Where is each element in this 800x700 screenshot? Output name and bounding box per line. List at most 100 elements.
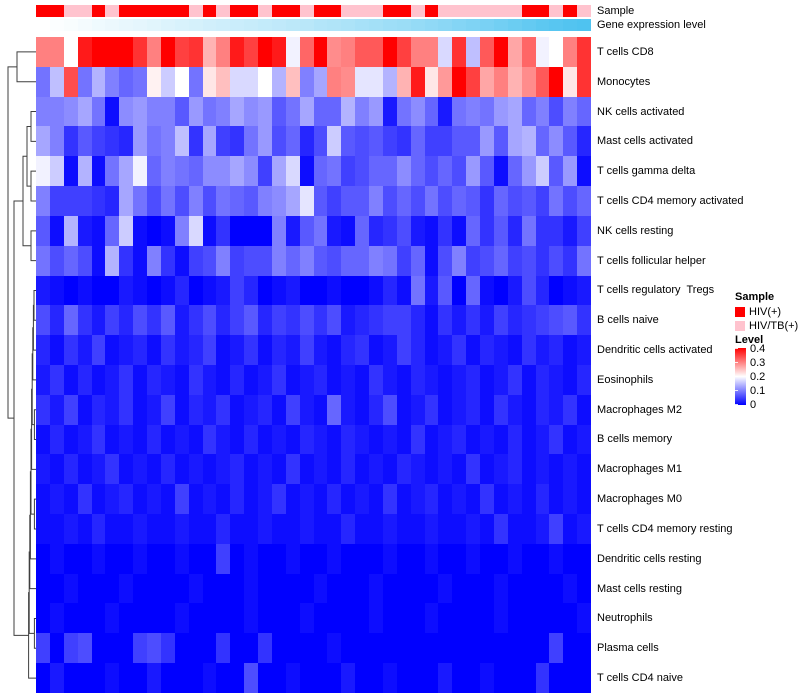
sample-annotation-cell	[313, 5, 328, 17]
heatmap-cell	[160, 126, 175, 157]
heatmap-cell	[493, 484, 508, 514]
heatmap-cell	[521, 186, 536, 216]
heatmap-cell	[341, 96, 356, 127]
heatmap-row	[36, 364, 591, 395]
heatmap-cell	[535, 96, 550, 127]
heatmap-cell	[327, 37, 342, 67]
heatmap-cell	[230, 305, 245, 336]
heatmap-cell	[549, 543, 564, 574]
heatmap-cell	[452, 394, 467, 425]
heatmap-cell	[355, 96, 369, 127]
heatmap-cell	[258, 663, 272, 693]
heatmap-cell	[313, 305, 328, 336]
heatmap-cell	[535, 245, 550, 276]
sample-annotation-cell	[91, 5, 106, 17]
heatmap-cell	[299, 66, 314, 97]
heatmap-row	[36, 66, 591, 97]
heatmap-cell	[119, 126, 134, 157]
heatmap-cell	[577, 514, 591, 544]
heatmap-cell	[299, 335, 314, 365]
heatmap-cell	[216, 573, 231, 604]
heatmap-cell	[341, 215, 356, 246]
heatmap-cell	[493, 66, 508, 97]
heatmap-cell	[202, 394, 217, 425]
heatmap-cell	[202, 275, 217, 306]
heatmap-cell	[424, 335, 439, 365]
heatmap-cell	[258, 275, 272, 306]
heatmap-row	[36, 484, 591, 514]
heatmap-cell	[299, 156, 314, 187]
heatmap-cell	[480, 66, 494, 97]
heatmap-cell	[382, 543, 397, 574]
heatmap-cell	[244, 454, 258, 485]
heatmap-cell	[202, 156, 217, 187]
heatmap-cell	[327, 514, 342, 544]
heatmap-cell	[452, 186, 467, 216]
heatmap-cell	[285, 215, 300, 246]
heatmap-cell	[119, 633, 134, 664]
heatmap-cell	[493, 275, 508, 306]
heatmap-cell	[91, 573, 106, 604]
heatmap-matrix	[36, 37, 591, 693]
heatmap-cell	[105, 66, 120, 97]
heatmap-cell	[480, 126, 494, 157]
heatmap-cell	[452, 156, 467, 187]
heatmap-cell	[507, 126, 522, 157]
heatmap-cell	[382, 37, 397, 67]
heatmap-cell	[396, 454, 411, 485]
heatmap-cell	[410, 633, 425, 664]
heatmap-cell	[285, 66, 300, 97]
gene-expression-annotation-cell	[105, 19, 120, 31]
heatmap-cell	[563, 156, 578, 187]
heatmap-cell	[577, 66, 591, 97]
heatmap-cell	[147, 305, 161, 336]
heatmap-cell	[410, 364, 425, 395]
heatmap-cell	[563, 633, 578, 664]
row-label: B cells naive	[597, 314, 659, 327]
gene-expression-annotation-cell	[230, 19, 245, 31]
hiv-color-swatch	[735, 307, 745, 317]
heatmap-cell	[91, 335, 106, 365]
heatmap-cell	[507, 215, 522, 246]
heatmap-cell	[105, 186, 120, 216]
heatmap-cell	[438, 573, 453, 604]
gene-expression-annotation-cell	[493, 19, 508, 31]
heatmap-cell	[480, 275, 494, 306]
heatmap-cell	[521, 305, 536, 336]
heatmap-cell	[49, 126, 64, 157]
heatmap-cell	[396, 424, 411, 455]
heatmap-cell	[369, 335, 383, 365]
heatmap-cell	[244, 305, 258, 336]
heatmap-cell	[521, 484, 536, 514]
gene-expression-annotation-cell	[160, 19, 175, 31]
heatmap-cell	[313, 66, 328, 97]
heatmap-cell	[230, 364, 245, 395]
heatmap-cell	[549, 603, 564, 634]
heatmap-cell	[549, 364, 564, 395]
heatmap-cell	[299, 394, 314, 425]
heatmap-cell	[63, 335, 78, 365]
level-tick-0.2: 0.2	[750, 371, 766, 383]
heatmap-cell	[258, 633, 272, 664]
heatmap-cell	[382, 454, 397, 485]
heatmap-cell	[466, 126, 480, 157]
heatmap-cell	[355, 364, 369, 395]
heatmap-cell	[49, 96, 64, 127]
heatmap-cell	[174, 633, 189, 664]
heatmap-cell	[327, 215, 342, 246]
heatmap-cell	[63, 275, 78, 306]
heatmap-cell	[535, 364, 550, 395]
sample-annotation-cell	[188, 5, 203, 17]
heatmap-cell	[285, 573, 300, 604]
heatmap-cell	[147, 394, 161, 425]
heatmap-cell	[341, 514, 356, 544]
heatmap-cell	[63, 364, 78, 395]
heatmap-cell	[382, 66, 397, 97]
heatmap-cell	[466, 394, 480, 425]
heatmap-cell	[410, 37, 425, 67]
heatmap-cell	[521, 603, 536, 634]
heatmap-cell	[188, 335, 203, 365]
heatmap-cell	[258, 543, 272, 574]
heatmap-cell	[369, 454, 383, 485]
heatmap-cell	[160, 543, 175, 574]
